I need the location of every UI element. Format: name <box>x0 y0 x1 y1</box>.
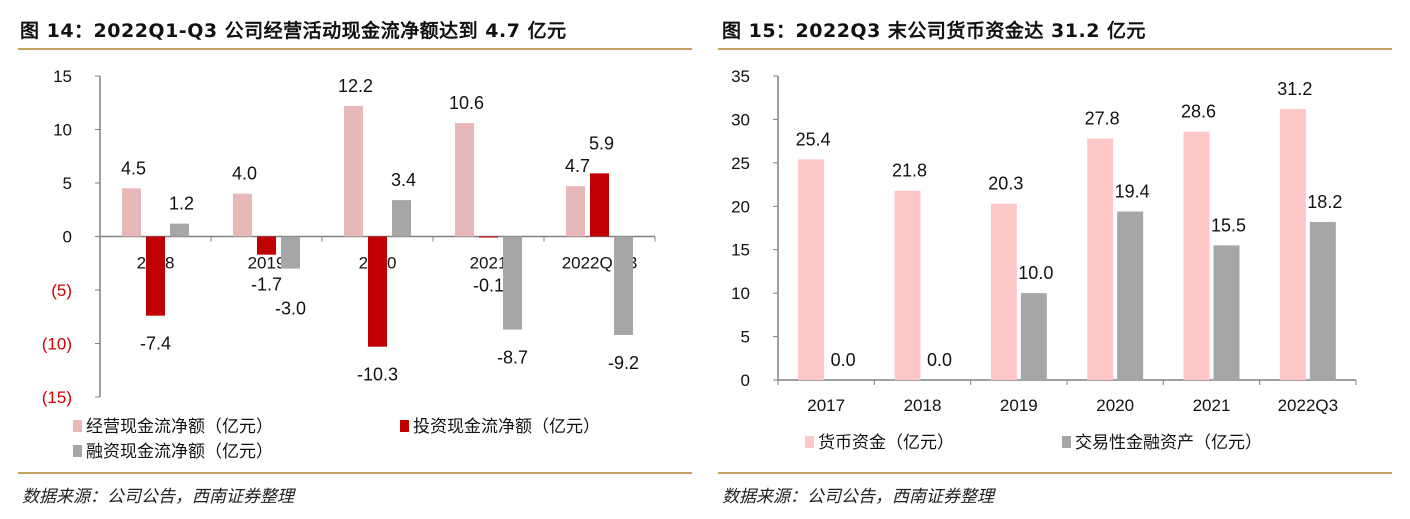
chart2-legend-label: 交易性金融资产（亿元） <box>1075 433 1262 452</box>
chart1-legend-swatch <box>400 420 409 432</box>
chart2-y-tick-label: 15 <box>731 241 750 260</box>
chart1-data-label: -0.1 <box>473 276 504 296</box>
chart1-bar-2 <box>392 200 411 237</box>
chart1-bar-0 <box>566 186 585 237</box>
chart1-data-label: 1.2 <box>169 194 194 214</box>
chart2-data-label: 28.6 <box>1181 102 1216 122</box>
chart2-bar-1 <box>1309 221 1336 380</box>
right-source-rule <box>718 472 1392 474</box>
chart2-category-label: 2021 <box>1193 396 1231 415</box>
chart1-bar-1 <box>479 236 498 238</box>
chart2-bar-0 <box>1183 131 1210 380</box>
chart2-data-label: 0.0 <box>927 350 952 370</box>
right-title-rule <box>718 48 1392 50</box>
chart2-y-tick-label: 25 <box>731 154 750 173</box>
chart1-bar-2 <box>503 236 522 330</box>
chart1-bar-2 <box>170 223 189 237</box>
chart2-legend-swatch <box>1062 436 1071 448</box>
chart2-category-label: 2020 <box>1096 396 1134 415</box>
chart1-legend-label: 融资现金流净额（亿元） <box>86 442 273 461</box>
chart1-legend-label: 投资现金流净额（亿元） <box>413 417 600 436</box>
chart1-data-label: -10.3 <box>357 365 398 385</box>
chart1-data-label: -7.4 <box>140 334 171 354</box>
left-title-rule <box>18 48 692 50</box>
chart2-category-label: 2022Q3 <box>1278 396 1339 415</box>
chart2-category-label: 2017 <box>807 396 845 415</box>
chart2-bar-0 <box>798 159 825 380</box>
chart2-bar-1 <box>1020 293 1047 380</box>
chart1-data-label: -9.2 <box>608 353 639 373</box>
chart2-data-label: 31.2 <box>1277 79 1312 99</box>
chart2-data-label: 27.8 <box>1085 109 1120 129</box>
chart1-bar-1 <box>257 236 276 255</box>
chart1-bar-0 <box>233 193 252 237</box>
chart2-y-tick-label: 0 <box>741 371 750 390</box>
chart2-bar-0 <box>894 190 921 380</box>
chart1-y-tick-label: (15) <box>42 388 72 407</box>
chart1-data-label: 4.0 <box>232 164 257 184</box>
chart2-data-label: 0.0 <box>831 350 856 370</box>
chart1-data-label: 10.6 <box>449 93 484 113</box>
chart2-y-tick-label: 30 <box>731 110 750 129</box>
chart1-bar-1 <box>146 236 165 316</box>
left-source-rule <box>18 472 692 474</box>
chart1-y-tick-label: 5 <box>63 174 72 193</box>
chart2-data-label: 25.4 <box>796 129 831 149</box>
chart2-data-label: 10.0 <box>1018 263 1053 283</box>
chart2-bar-0 <box>1279 109 1306 381</box>
chart1-bar-2 <box>281 236 300 269</box>
chart1-bar-0 <box>455 123 474 237</box>
chart2-data-label: 20.3 <box>988 174 1023 194</box>
chart1-data-label: 12.2 <box>338 76 373 96</box>
chart2-legend-label: 货币资金（亿元） <box>818 433 954 452</box>
chart1-data-label: -1.7 <box>251 275 282 295</box>
chart1-bar-0 <box>344 105 363 237</box>
chart2-bar-1 <box>1117 211 1144 380</box>
chart1-legend-label: 经营现金流净额（亿元） <box>86 417 273 436</box>
chart2-y-tick-label: 5 <box>741 328 750 347</box>
chart2-y-tick-label: 35 <box>731 67 750 86</box>
chart1-y-tick-label: (10) <box>42 335 72 354</box>
chart1-y-tick-label: (5) <box>51 281 72 300</box>
chart2-bar-0 <box>990 203 1017 380</box>
chart1-y-tick-label: 15 <box>53 67 72 86</box>
chart2-data-label: 15.5 <box>1211 215 1246 235</box>
chart1-category-label: 2021 <box>470 254 508 273</box>
chart1-bar-1 <box>368 236 387 347</box>
chart2-data-label: 21.8 <box>892 161 927 181</box>
left-chart-title: 图 14：2022Q1-Q3 公司经营活动现金流净额达到 4.7 亿元 <box>20 20 567 42</box>
chart2-y-tick-label: 20 <box>731 197 750 216</box>
chart1-data-label: 3.4 <box>391 170 416 190</box>
chart2-bar-1 <box>1213 245 1240 380</box>
chart1-bar-2 <box>614 236 633 335</box>
chart1-bar-1 <box>590 173 609 237</box>
chart1-legend-swatch <box>73 420 82 432</box>
chart2-category-label: 2019 <box>1000 396 1038 415</box>
chart2-y-tick-label: 10 <box>731 284 750 303</box>
chart1-bar-0 <box>122 188 141 237</box>
right-source: 数据来源：公司公告，西南证券整理 <box>722 487 994 507</box>
left-source: 数据来源：公司公告，西南证券整理 <box>22 487 294 507</box>
chart2-data-label: 19.4 <box>1115 181 1150 201</box>
chart1-category-label: 2019 <box>248 254 286 273</box>
chart2-category-label: 2018 <box>904 396 942 415</box>
chart1-y-tick-label: 10 <box>53 121 72 140</box>
right-chart-title: 图 15：2022Q3 末公司货币资金达 31.2 亿元 <box>722 20 1147 42</box>
chart1-data-label: 5.9 <box>589 133 614 153</box>
chart1-data-label: 4.5 <box>121 158 146 178</box>
chart2-data-label: 18.2 <box>1307 192 1342 212</box>
chart1-legend-swatch <box>73 445 82 457</box>
chart1-data-label: -8.7 <box>497 348 528 368</box>
chart1-y-tick-label: 0 <box>63 228 72 247</box>
chart2-bar-0 <box>1087 138 1114 380</box>
chart2-legend-swatch <box>805 436 814 448</box>
chart1-data-label: 4.7 <box>565 156 590 176</box>
chart1-data-label: -3.0 <box>275 299 306 319</box>
